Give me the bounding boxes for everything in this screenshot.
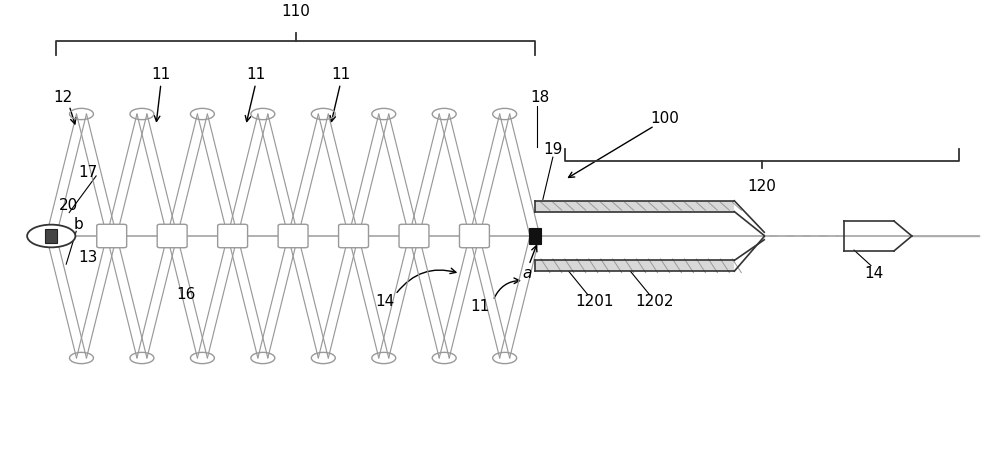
Text: a: a xyxy=(522,266,532,281)
Circle shape xyxy=(27,225,75,247)
FancyArrowPatch shape xyxy=(397,268,456,293)
Text: 11: 11 xyxy=(331,67,350,82)
Text: 1202: 1202 xyxy=(635,294,674,309)
Bar xyxy=(45,229,57,243)
FancyBboxPatch shape xyxy=(339,224,368,248)
Text: 12: 12 xyxy=(54,90,73,105)
Text: 1201: 1201 xyxy=(575,294,614,309)
Text: 11: 11 xyxy=(151,67,171,82)
Text: 11: 11 xyxy=(470,299,490,314)
Text: 18: 18 xyxy=(530,90,550,105)
Bar xyxy=(529,228,541,244)
FancyBboxPatch shape xyxy=(157,224,187,248)
Text: 17: 17 xyxy=(79,165,98,180)
Text: 14: 14 xyxy=(376,294,395,309)
FancyBboxPatch shape xyxy=(459,224,489,248)
FancyBboxPatch shape xyxy=(218,224,248,248)
Text: 120: 120 xyxy=(747,179,776,194)
Text: 16: 16 xyxy=(176,287,196,302)
Text: 100: 100 xyxy=(650,111,679,126)
Text: 20: 20 xyxy=(59,198,78,213)
Text: 11: 11 xyxy=(246,67,265,82)
FancyBboxPatch shape xyxy=(278,224,308,248)
Text: 13: 13 xyxy=(78,250,98,265)
Text: 19: 19 xyxy=(543,142,563,157)
FancyBboxPatch shape xyxy=(97,224,127,248)
FancyBboxPatch shape xyxy=(399,224,429,248)
FancyArrowPatch shape xyxy=(494,278,520,298)
Text: 14: 14 xyxy=(864,266,884,281)
Text: b: b xyxy=(73,217,83,232)
Text: 110: 110 xyxy=(281,4,310,19)
